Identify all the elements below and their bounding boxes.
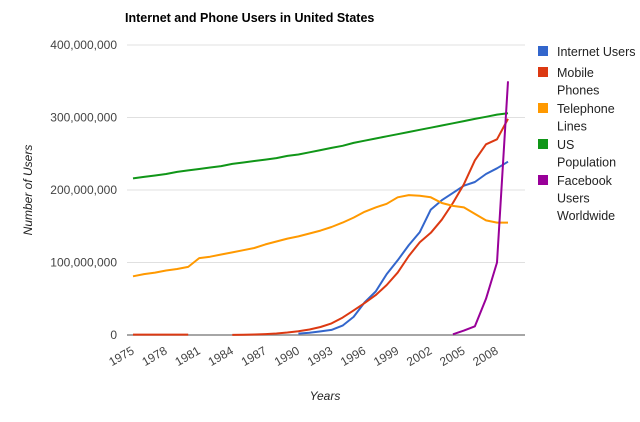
legend-swatch bbox=[538, 103, 548, 113]
y-axis-label: Number of Users bbox=[21, 145, 35, 236]
y-tick-label: 100,000,000 bbox=[50, 256, 117, 270]
series-line-mobile-phones bbox=[232, 118, 509, 336]
legend-item[interactable]: Telephone Lines bbox=[538, 102, 615, 134]
x-tick-label: 1990 bbox=[272, 343, 302, 369]
legend-label: Population bbox=[557, 156, 616, 170]
x-tick-label: 1981 bbox=[173, 343, 203, 369]
series-line-us-population bbox=[132, 112, 509, 180]
series-line-internet-users bbox=[298, 160, 509, 335]
x-tick-label: 2002 bbox=[404, 343, 434, 369]
legend-item[interactable]: Mobile Phones bbox=[538, 66, 599, 98]
series-line-telephone-lines bbox=[132, 194, 508, 278]
y-axis-ticks: 0 100,000,000 200,000,000 300,000,000 400,00… bbox=[50, 38, 117, 342]
series-lines bbox=[132, 81, 509, 336]
legend-swatch bbox=[538, 67, 548, 77]
legend-label: Lines bbox=[557, 120, 587, 134]
x-tick-label: 1987 bbox=[239, 343, 269, 369]
x-tick-label: 1984 bbox=[206, 343, 236, 369]
legend-swatch bbox=[538, 139, 548, 149]
legend-label: Phones bbox=[557, 84, 599, 98]
x-tick-label: 2008 bbox=[470, 343, 500, 369]
legend-label: Facebook bbox=[557, 174, 613, 188]
legend-item[interactable]: Facebook Users Worldwide bbox=[538, 174, 615, 223]
x-axis-label: Years bbox=[310, 389, 341, 403]
series-line-facebook-users-worldwide bbox=[452, 81, 509, 336]
y-tick-label: 400,000,000 bbox=[50, 38, 117, 52]
x-tick-label: 1993 bbox=[305, 343, 335, 369]
x-tick-label: 1996 bbox=[338, 343, 368, 369]
legend-label: Worldwide bbox=[557, 209, 615, 223]
legend-swatch bbox=[538, 46, 548, 56]
legend-item[interactable]: Internet Users bbox=[538, 45, 636, 59]
legend-label: US bbox=[557, 138, 574, 152]
y-tick-label: 0 bbox=[110, 328, 117, 342]
chart-title: Internet and Phone Users in United State… bbox=[125, 11, 374, 25]
x-axis-ticks: 1975 1978 1981 1984 1987 1990 1993 1996 1999 2002… bbox=[106, 343, 500, 369]
legend-label: Internet Users bbox=[557, 45, 636, 59]
legend-label: Telephone bbox=[557, 102, 615, 116]
legend: Internet Users Mobile Phones Telephone Lines… bbox=[538, 45, 636, 223]
x-tick-label: 2005 bbox=[437, 343, 467, 369]
legend-label: Mobile bbox=[557, 66, 594, 80]
x-tick-label: 1978 bbox=[139, 343, 169, 369]
x-tick-label: 1975 bbox=[106, 343, 136, 369]
legend-label: Users bbox=[557, 192, 590, 206]
gridlines bbox=[127, 44, 525, 336]
legend-swatch bbox=[538, 175, 548, 185]
legend-item[interactable]: US Population bbox=[538, 138, 616, 170]
y-tick-label: 200,000,000 bbox=[50, 183, 117, 197]
y-tick-label: 300,000,000 bbox=[50, 111, 117, 125]
x-tick-label: 1999 bbox=[371, 343, 401, 369]
